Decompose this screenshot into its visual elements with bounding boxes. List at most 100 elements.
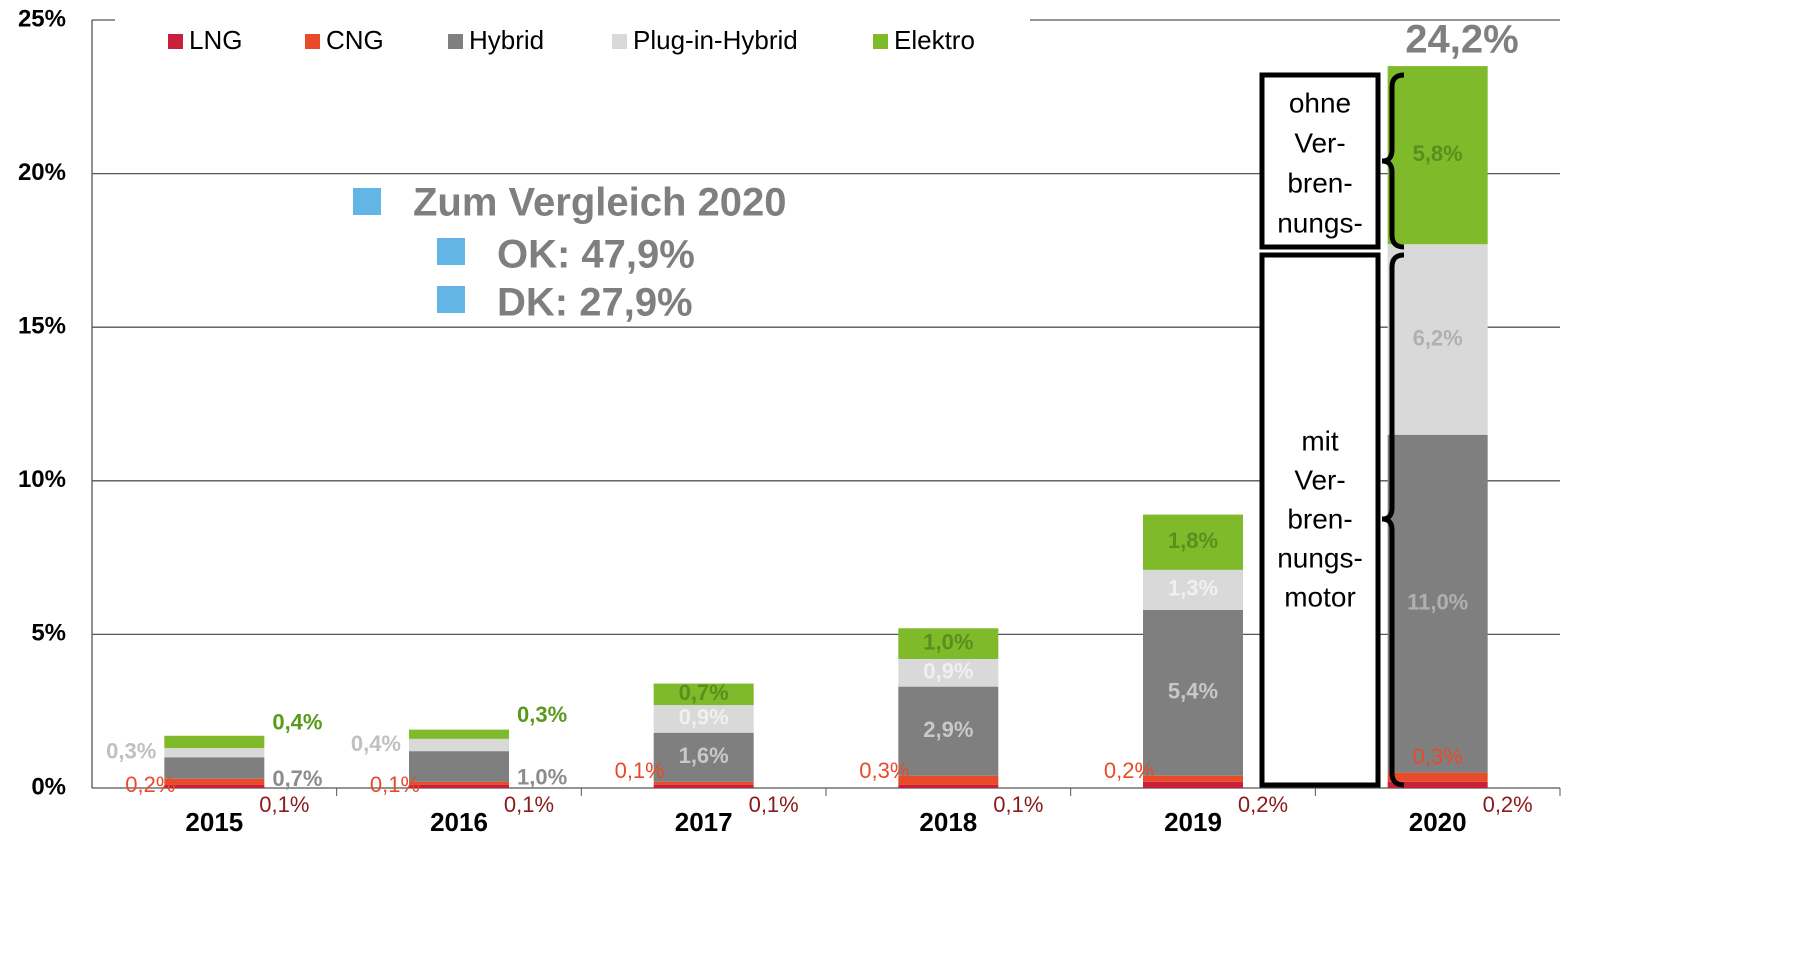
bar-segment	[1143, 775, 1243, 782]
curly-bracket	[1381, 72, 1405, 250]
bullet	[353, 188, 381, 215]
legend-label: Hybrid	[469, 25, 544, 55]
bar-segment	[1387, 244, 1488, 435]
bar-segment	[1143, 781, 1243, 788]
bar-segment	[1387, 781, 1488, 788]
legend-swatch	[305, 34, 320, 49]
data-label: 0,2%	[125, 772, 175, 797]
bracket-text: nungs-	[1277, 542, 1363, 573]
bar-segment	[164, 784, 265, 788]
x-tick-label: 2019	[1164, 807, 1222, 837]
data-label: 0,3%	[106, 738, 156, 763]
data-label: 0,4%	[272, 710, 322, 735]
legend-bg	[115, 10, 1030, 70]
data-label: 0,1%	[615, 758, 665, 783]
bar-segment	[1387, 772, 1488, 782]
data-label: 1,0%	[923, 629, 973, 654]
bar-segment	[653, 784, 754, 788]
x-tick-label: 2015	[185, 807, 243, 837]
data-label: 0,2%	[1483, 792, 1533, 817]
data-label: 0,2%	[1104, 758, 1154, 783]
data-label: 0,1%	[749, 792, 799, 817]
bar-segment	[164, 778, 265, 785]
data-label: 0,2%	[1238, 792, 1288, 817]
data-label: 0,3%	[517, 702, 567, 727]
y-tick-label: 0%	[31, 773, 66, 800]
data-label: 2,9%	[923, 717, 973, 742]
bracket-text: mit	[1301, 425, 1339, 456]
bar-segment	[1387, 66, 1488, 245]
bracket-text: Ver-	[1294, 127, 1345, 158]
bracket-text: motor	[1284, 581, 1356, 612]
data-label: 0,1%	[370, 772, 420, 797]
total-label: 24,2%	[1405, 18, 1518, 62]
labels: 0% 5% 10% 15% 20% 25% 2015 2016 2017 2018 2019 2020…	[18, 5, 1533, 837]
x-tick-label: 2018	[919, 807, 977, 837]
bar-segment	[164, 735, 265, 749]
y-tick-label: 20%	[18, 159, 66, 186]
data-label: 0,1%	[259, 792, 309, 817]
y-tick-label: 25%	[18, 5, 66, 32]
legend-label: Plug-in-Hybrid	[633, 25, 798, 55]
bar-segment	[898, 628, 999, 659]
legend: LNG CNG Hybrid Plug-in-Hybrid Elektro	[115, 10, 1030, 70]
bar-segment	[409, 738, 509, 752]
bracket-text: ohne	[1289, 87, 1351, 118]
legend-label: CNG	[326, 25, 384, 55]
legend-swatch	[168, 34, 183, 49]
bracket-text: nungs-	[1277, 207, 1363, 238]
bracket-text: bren-	[1287, 167, 1352, 198]
bar-segment	[898, 686, 999, 776]
bar-segment	[409, 781, 509, 785]
bar-segment	[1143, 609, 1243, 776]
data-label: 5,4%	[1168, 679, 1218, 704]
bar-segment	[653, 781, 754, 785]
x-tick-label: 2017	[675, 807, 733, 837]
bar-segment	[653, 705, 754, 733]
bar-segment	[1143, 569, 1243, 610]
bracket-box	[1259, 72, 1381, 250]
bar-segment	[1387, 434, 1488, 773]
data-label: 0,7%	[272, 766, 322, 791]
bar-segment	[409, 729, 509, 739]
legend-swatch	[873, 34, 888, 49]
data-label: 1,3%	[1168, 576, 1218, 601]
bar-segment	[409, 751, 509, 782]
y-tick-label: 10%	[18, 466, 66, 493]
data-label: 0,9%	[679, 705, 729, 730]
bar-segment	[1143, 514, 1243, 570]
bar-segment	[898, 775, 999, 785]
curly-bracket	[1381, 252, 1405, 788]
legend-label: LNG	[189, 25, 242, 55]
bullet	[437, 286, 465, 313]
y-tick-label: 5%	[31, 620, 66, 647]
bar-segment	[898, 658, 999, 687]
data-label: 6,2%	[1413, 325, 1463, 350]
data-label: 1,6%	[679, 743, 729, 768]
comparison-item: OK: 47,9%	[497, 233, 695, 277]
data-label: 1,0%	[517, 764, 567, 789]
bar-segment	[164, 748, 265, 758]
data-label: 0,1%	[993, 792, 1043, 817]
bar-segment	[164, 757, 265, 779]
bar-segment	[898, 784, 999, 788]
data-label: 0,4%	[351, 731, 401, 756]
data-label: 0,3%	[859, 758, 909, 783]
bullet	[437, 238, 465, 265]
data-label: 0,1%	[504, 792, 554, 817]
data-label: 1,8%	[1168, 528, 1218, 553]
comparison-item: DK: 27,9%	[497, 281, 693, 325]
bar-segment	[653, 732, 754, 782]
data-label: 5,8%	[1413, 141, 1463, 166]
data-label: 0,9%	[923, 659, 973, 684]
data-label: 0,3%	[1413, 744, 1463, 769]
x-tick-label: 2020	[1409, 807, 1467, 837]
legend-swatch	[612, 34, 627, 49]
y-tick-label: 15%	[18, 313, 66, 340]
bar-segment	[409, 784, 509, 788]
data-label: 0,7%	[679, 680, 729, 705]
x-tick-label: 2016	[430, 807, 488, 837]
data-label: 11,0%	[1407, 589, 1468, 614]
bracket-box	[1259, 252, 1381, 788]
